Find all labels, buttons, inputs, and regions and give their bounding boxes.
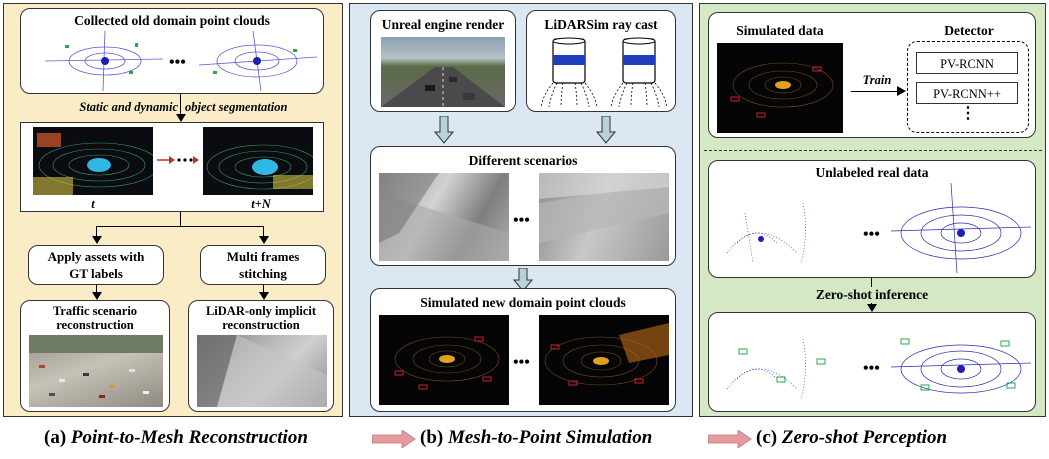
traffic-scenario-image: [29, 335, 163, 407]
branch-left-head: [92, 236, 102, 244]
unreal-render-box: Unreal engine render: [370, 10, 516, 112]
inference-pointcloud-1: [717, 319, 857, 407]
simulated-data-image: [717, 43, 843, 133]
segmentation-frames-box: t t+N: [20, 122, 324, 212]
flow-arrow-lidarsim: [596, 116, 616, 144]
lidar-only-line1: LiDAR-only implicit: [205, 304, 317, 318]
detector-2-label: PV-RCNN++: [933, 87, 1001, 101]
scenarios-ellipsis: •••: [513, 212, 530, 229]
caption-b: (b) Mesh-to-Point Simulation: [420, 426, 652, 450]
frame-arrow-icon: [157, 156, 199, 164]
caption-arrow-2: [708, 430, 752, 448]
unreal-render-image: [381, 37, 505, 107]
scenario-mesh-2: [539, 173, 669, 261]
inference-results-box: •••: [708, 312, 1036, 412]
train-label: Train: [862, 73, 892, 87]
inference-pointcloud-2: [891, 319, 1031, 407]
arrow-assets-down: [96, 285, 97, 293]
frame-t-image: [33, 127, 153, 195]
inference-ellipsis: •••: [863, 360, 880, 377]
simulated-title: Simulated new domain point clouds: [420, 295, 626, 310]
lidar-implicit-box: LiDAR-only implicit reconstruction: [188, 300, 334, 412]
segmentation-label-left: Static and dynamic: [79, 100, 178, 114]
unlabeled-real-box: Unlabeled real data •••: [708, 160, 1036, 278]
apply-assets-line2: GT labels: [69, 266, 123, 281]
caption-b-text: Mesh-to-Point Simulation: [447, 427, 653, 448]
caption-arrow-1: [372, 430, 416, 448]
caption-a-text: Point-to-Mesh Reconstruction: [70, 427, 308, 448]
detector-pv-rcnn: PV-RCNN: [916, 52, 1018, 74]
branch-left: [96, 226, 97, 238]
train-arrow-head: [897, 86, 906, 96]
training-box: Simulated data Train Detector PV-RCNN: [708, 12, 1036, 138]
detector-title: Detector: [944, 23, 994, 38]
branch-right: [263, 226, 264, 238]
collected-title: Collected old domain point clouds: [74, 13, 270, 28]
caption-c-prefix: (c): [756, 427, 782, 448]
simulated-new-domain-box: Simulated new domain point clouds •••: [370, 288, 676, 412]
arrow-multi-down: [263, 285, 264, 293]
lidar-sensor-icon-1: [540, 37, 598, 108]
arrow-assets-head: [92, 292, 102, 300]
unlabeled-title: Unlabeled real data: [815, 165, 929, 180]
panel-zero-shot-perception: Simulated data Train Detector PV-RCNN: [699, 3, 1046, 417]
frame-tn-image: [203, 127, 313, 195]
implicit-reconstruction-image: [197, 335, 327, 407]
collected-point-clouds-box: Collected old domain point clouds •••: [20, 8, 324, 94]
branch-bar: [96, 226, 264, 227]
zeroshot-label: Zero-shot inference: [800, 287, 944, 303]
frame-tn-label: t+N: [251, 197, 271, 211]
detector-more: ⋮: [960, 105, 976, 122]
multi-frames-line1: Multi frames: [226, 249, 300, 264]
arrow-seg-head: [176, 114, 186, 122]
lidar-only-line2: reconstruction: [222, 318, 300, 332]
caption-a: (a) Point-to-Mesh Reconstruction: [44, 426, 308, 450]
detector-group: PV-RCNN PV-RCNN++ ⋮: [907, 41, 1029, 133]
simulated-data-title: Simulated data: [736, 23, 824, 38]
apply-assets-box: Apply assets with GT labels: [28, 245, 164, 285]
lidar-sensor-icon-2: [610, 37, 668, 108]
caption-c: (c) Zero-shot Perception: [756, 426, 947, 450]
separator-line: [704, 150, 1042, 151]
traffic-line2: reconstruction: [56, 318, 134, 332]
panel-point-to-mesh: Collected old domain point clouds •••: [3, 3, 343, 417]
branch-stem: [180, 212, 181, 226]
panel-mesh-to-point: Unreal engine render LiDARSim ray cast: [349, 3, 693, 417]
unlabeled-ellipsis: •••: [863, 226, 880, 243]
scenarios-title: Different scenarios: [468, 153, 578, 168]
traffic-reconstruction-box: Traffic scenario reconstruction: [20, 300, 170, 412]
simulated-pointcloud-1: [379, 315, 509, 405]
caption-c-text: Zero-shot Perception: [781, 427, 948, 448]
branch-right-head: [259, 236, 269, 244]
unlabeled-pointcloud-1: [717, 183, 857, 273]
traffic-line1: Traffic scenario: [52, 304, 138, 318]
lidarsim-title: LiDARSim ray cast: [544, 17, 658, 32]
different-scenarios-box: Different scenarios •••: [370, 146, 676, 266]
detector-1-label: PV-RCNN: [940, 57, 994, 71]
train-arrow-line: [851, 91, 901, 92]
segmentation-label-right: object segmentation: [185, 100, 288, 114]
multi-frames-line2: stitching: [239, 266, 287, 281]
lidarsim-box: LiDARSim ray cast: [526, 10, 676, 112]
apply-assets-line1: Apply assets with: [47, 249, 145, 264]
old-domain-pointcloud-2: [199, 31, 317, 91]
simulated-pointcloud-2: [539, 315, 669, 405]
old-domain-pointcloud-1: [45, 31, 163, 91]
flow-arrow-scenarios: [513, 268, 533, 292]
caption-b-prefix: (b): [420, 427, 448, 448]
detector-pv-rcnn-pp: PV-RCNN++: [916, 82, 1018, 104]
flow-arrow-unreal: [434, 116, 454, 144]
arrow-multi-head: [259, 292, 269, 300]
collected-ellipsis: •••: [169, 54, 186, 71]
caption-a-prefix: (a): [44, 427, 71, 448]
multi-frames-box: Multi frames stitching: [200, 245, 326, 285]
arrow-seg-stem: [180, 108, 181, 116]
frame-t-label: t: [91, 197, 95, 211]
arrow-collected-to-seg: [180, 94, 181, 108]
zeroshot-arrow-head: [867, 304, 877, 312]
unlabeled-pointcloud-2: [891, 183, 1031, 273]
scenario-mesh-1: [379, 173, 509, 261]
unreal-title: Unreal engine render: [381, 17, 505, 32]
simulated-ellipsis: •••: [513, 354, 530, 371]
